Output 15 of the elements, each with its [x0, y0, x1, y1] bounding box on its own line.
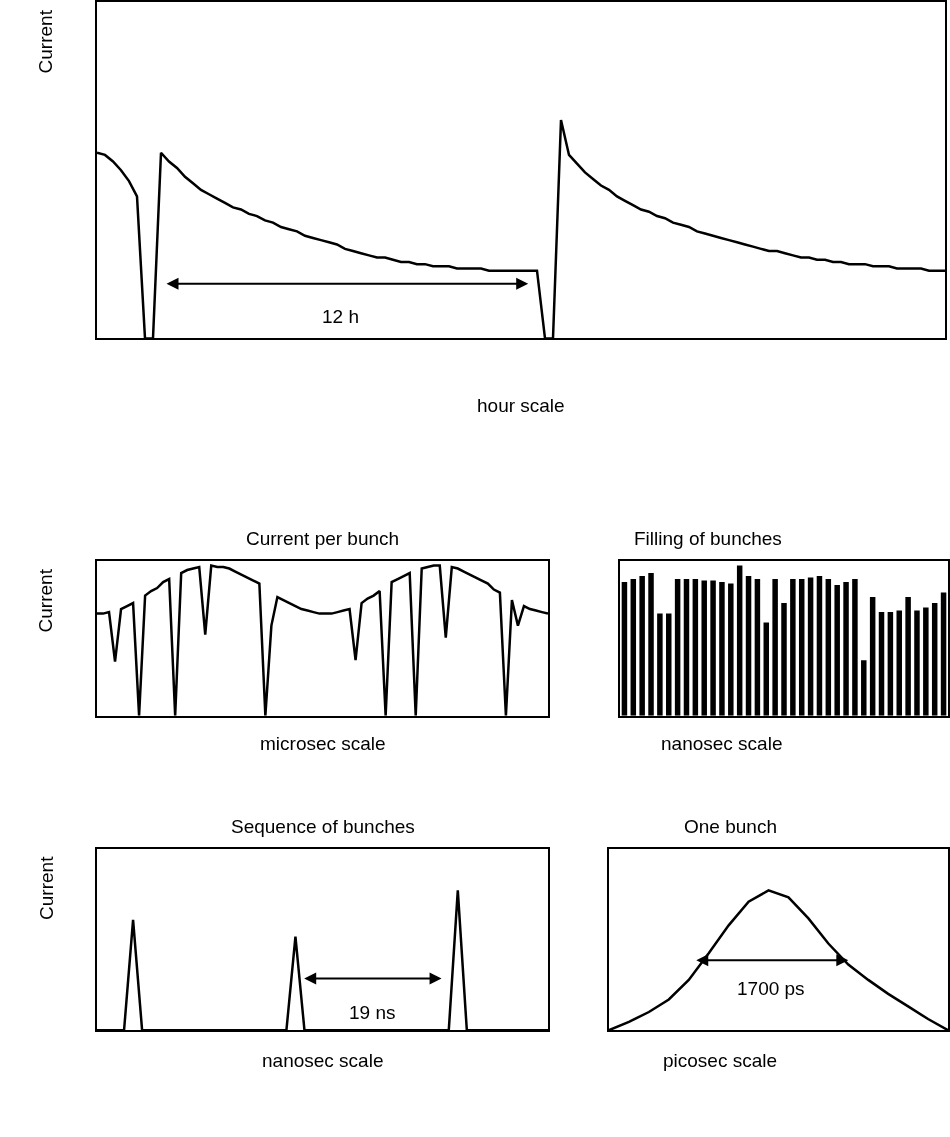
chart-title: One bunch	[684, 816, 777, 837]
x-axis-title: microsec scale	[260, 733, 386, 754]
x-axis-title: hour scale	[477, 395, 565, 416]
x-axis-title: nanosec scale	[262, 1050, 384, 1071]
x-axis-title: picosec scale	[663, 1050, 778, 1071]
chart-title: Current per bunch	[246, 528, 400, 549]
y-axis-title: Current	[35, 568, 57, 633]
y-axis-title: Current	[35, 855, 57, 920]
y-axis-title: Current	[35, 9, 57, 74]
chart-title: Sequence of bunches	[231, 816, 415, 837]
annotation: 19 ns	[349, 1002, 396, 1023]
chart-title: Filling of bunches	[634, 528, 782, 549]
annotation: 1700 ps	[737, 978, 805, 999]
annotation: 12 h	[322, 306, 359, 327]
x-axis-title: nanosec scale	[661, 733, 783, 754]
